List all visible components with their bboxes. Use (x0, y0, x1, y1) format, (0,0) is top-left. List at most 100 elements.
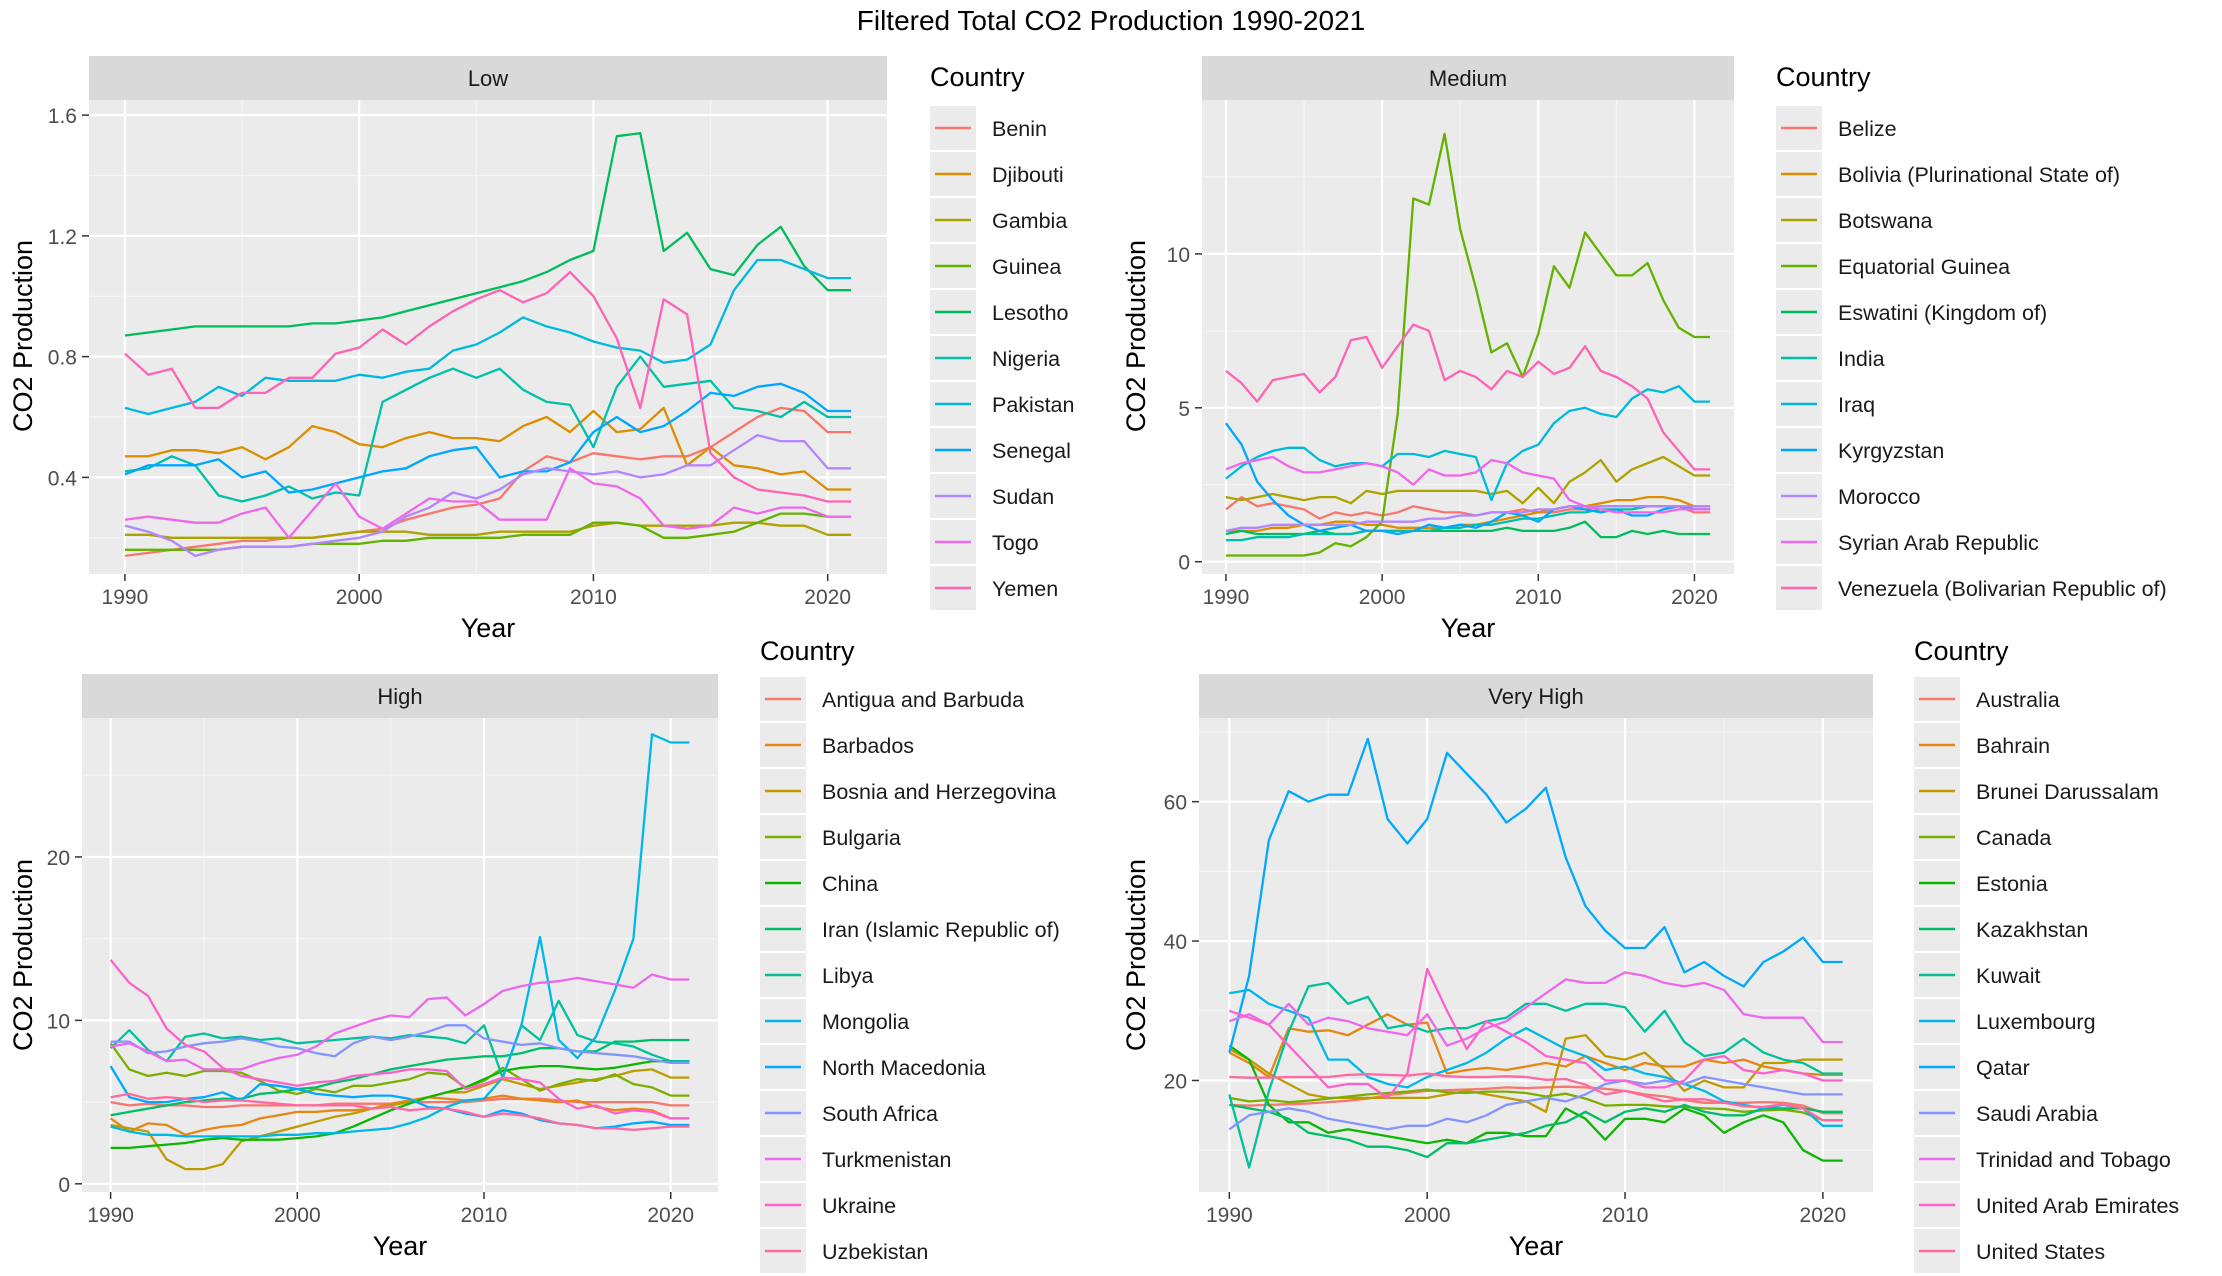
x-tick-label: 2020 (1800, 1204, 1847, 1227)
legend-label: Eswatini (Kingdom of) (1838, 301, 2047, 325)
x-axis-label: Year (461, 613, 516, 643)
y-axis-label: CO2 Production (8, 240, 38, 432)
legend-label: Australia (1976, 688, 2060, 712)
legend-label: Luxembourg (1976, 1010, 2096, 1034)
x-axis-label: Year (373, 1231, 428, 1261)
legend-label: Antigua and Barbuda (822, 688, 1024, 712)
series-line-bulgaria (109, 1042, 690, 1097)
legend-label: Ukraine (822, 1194, 896, 1218)
y-axis-label: CO2 Production (8, 859, 38, 1051)
series-line-united-states (1229, 1072, 1843, 1122)
series-line-canada (1229, 1088, 1843, 1122)
series-line-yemen (124, 270, 852, 503)
y-axis-label: CO2 Production (1121, 859, 1151, 1051)
x-axis-label: Year (1441, 613, 1496, 643)
y-tick-label: 10 (47, 1010, 70, 1033)
legend-label: Syrian Arab Republic (1838, 531, 2039, 555)
x-tick-label: 1990 (1206, 1204, 1253, 1227)
legend-label: Bahrain (1976, 734, 2050, 758)
legend-label: Estonia (1976, 872, 2048, 896)
legend-title: Country (760, 636, 855, 666)
facet-strip-label: Medium (1429, 66, 1507, 91)
series-line-qatar (1228, 737, 1843, 1053)
series-line-kuwait (1228, 981, 1843, 1169)
legend: Country Benin Djibouti Gambia Guinea Lesotho N… (930, 62, 1074, 610)
legend-label: Morocco (1838, 485, 1920, 509)
legend-label: Barbados (822, 734, 914, 758)
series-line-trinidad-and-tobago (1228, 971, 1843, 1047)
plot-panel (82, 718, 718, 1192)
y-tick-label: 1.6 (48, 105, 77, 128)
series-line-nigeria (124, 355, 852, 503)
legend-label: North Macedonia (822, 1056, 986, 1080)
series-line-uzbekistan (110, 1092, 690, 1132)
series-line-luxembourg (1229, 988, 1843, 1127)
series-line-lesotho (124, 132, 852, 337)
legend-label: Botswana (1838, 209, 1932, 233)
legend-label: China (822, 872, 878, 896)
series-line-botswana (1225, 455, 1711, 505)
y-tick-label: 0.4 (48, 467, 78, 490)
series-line-benin (124, 406, 852, 558)
plot-panel (89, 100, 887, 574)
y-tick-label: 0 (58, 1174, 70, 1197)
x-tick-label: 2010 (1602, 1204, 1649, 1227)
legend: Country Belize Bolivia (Plurinational Stat… (1776, 62, 2167, 610)
x-tick-label: 2010 (461, 1204, 508, 1227)
series-line-togo (124, 467, 852, 539)
x-axis-label: Year (1509, 1231, 1564, 1261)
facet-strip-label: Very High (1488, 684, 1583, 709)
series-line-united-arab-emirates (1228, 967, 1843, 1100)
legend-title: Country (1776, 62, 1871, 92)
x-tick-label: 2020 (804, 586, 851, 609)
y-tick-label: 20 (47, 847, 70, 870)
series-line-iran-islamic-republic-of- (110, 1038, 690, 1117)
legend-label: Kyrgyzstan (1838, 439, 1944, 463)
x-tick-label: 1990 (102, 586, 149, 609)
facet-strip-label: High (377, 684, 422, 709)
series-line-saudi-arabia (1228, 1075, 1843, 1131)
x-tick-label: 2000 (1359, 586, 1406, 609)
series-line-estonia (1228, 1044, 1843, 1162)
legend-label: Gambia (992, 209, 1067, 233)
y-tick-label: 20 (1164, 1070, 1187, 1093)
y-tick-label: 1.2 (48, 226, 77, 249)
legend-label: Belize (1838, 117, 1897, 141)
legend-label: Saudi Arabia (1976, 1102, 2098, 1126)
series-line-syrian-arab-republic (1225, 455, 1711, 514)
series-line-china (110, 1060, 690, 1150)
legend-label: Sudan (992, 485, 1054, 509)
legend-label: Kuwait (1976, 964, 2041, 988)
series-line-djibouti (124, 406, 852, 491)
facet-strip (1199, 674, 1873, 718)
panel-medium: Medium 0 5 10 1990 2000 2010 2020 Year CO2 Produc… (1121, 56, 2167, 643)
series-line-equatorial-guinea (1225, 132, 1711, 557)
legend-label: Turkmenistan (822, 1148, 951, 1172)
panel-high: High 0 10 20 1990 2000 2010 2020 Year CO2 Product… (8, 636, 1060, 1273)
x-tick-label: 1990 (87, 1204, 134, 1227)
y-tick-label: 60 (1164, 792, 1187, 815)
series-line-venezuela-bolivarian-republic-of- (1225, 323, 1711, 471)
y-tick-label: 0 (1178, 552, 1190, 575)
legend-label: United Arab Emirates (1976, 1194, 2179, 1218)
legend-label: Brunei Darussalam (1976, 780, 2159, 804)
legend-label: Guinea (992, 255, 1061, 279)
legend-label: Bolivia (Plurinational State of) (1838, 163, 2120, 187)
legend-label: Senegal (992, 439, 1071, 463)
legend-label: Djibouti (992, 163, 1064, 187)
x-tick-label: 2000 (1404, 1204, 1451, 1227)
legend-title: Country (930, 62, 1025, 92)
facet-strip (82, 674, 718, 718)
y-tick-label: 40 (1164, 931, 1187, 954)
legend-label: Venezuela (Bolivarian Republic of) (1838, 577, 2167, 601)
facet-strip (1202, 56, 1734, 100)
x-tick-label: 2020 (647, 1204, 694, 1227)
legend: Country Australia Bahrain Brunei Darussalam… (1914, 636, 2179, 1273)
series-line-mongolia (110, 733, 690, 1138)
y-axis-label: CO2 Production (1121, 240, 1151, 432)
legend-label: South Africa (822, 1102, 938, 1126)
legend-label: Yemen (992, 577, 1058, 601)
series-line-gambia (124, 521, 852, 539)
series-line-turkmenistan (110, 973, 690, 1071)
